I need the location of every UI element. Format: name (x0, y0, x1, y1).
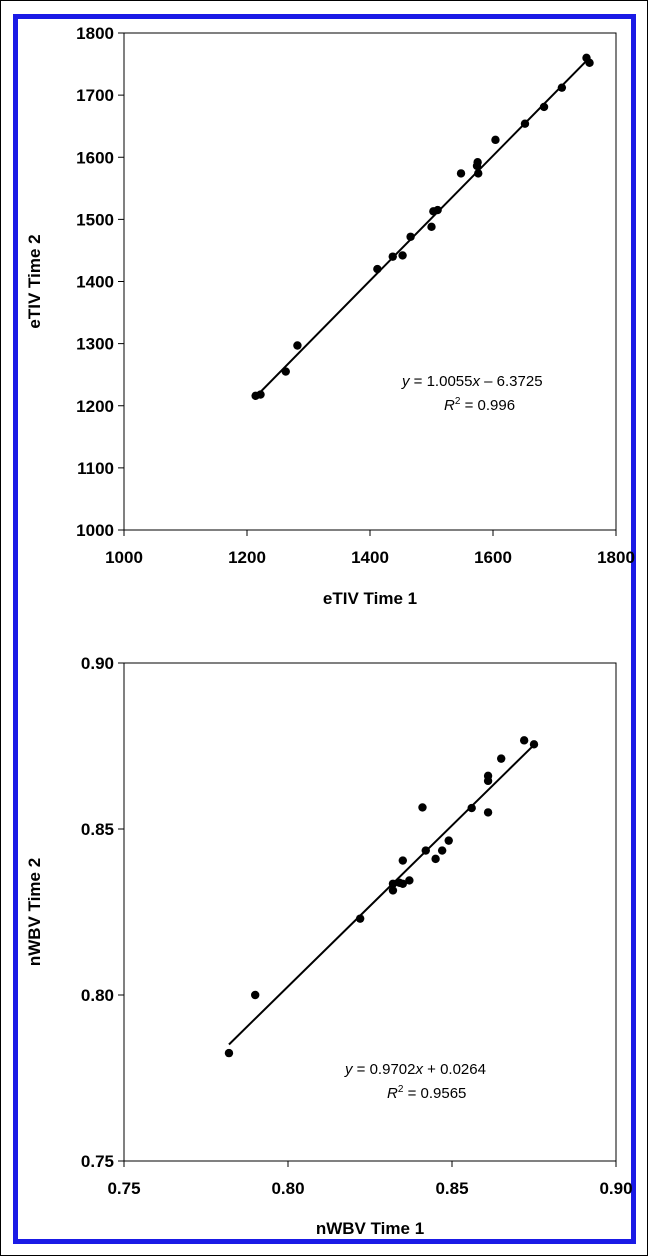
etiv-data-point (474, 169, 483, 178)
etiv-regression-equation: y = 1.0055x – 6.3725 (401, 373, 543, 390)
nwbv-trendline (228, 744, 535, 1046)
etiv-y-tick-label: 1600 (76, 148, 114, 167)
blue-figure-frame (13, 14, 636, 1244)
etiv-data-point (585, 58, 594, 68)
etiv-y-tick-label: 1700 (76, 86, 114, 105)
nwbv-data-point (418, 803, 427, 812)
nwbv-data-point (224, 1048, 234, 1058)
etiv-data-point (281, 367, 290, 376)
etiv-trendline (254, 56, 591, 398)
etiv-x-tick-label: 1400 (351, 548, 389, 567)
etiv-data-point (520, 119, 530, 128)
nwbv-data-point (483, 776, 493, 786)
nwbv-y-axis-title: nWBV Time 2 (25, 858, 44, 966)
etiv-data-point (256, 390, 265, 399)
etiv-x-tick-label: 1200 (228, 548, 266, 567)
etiv-data-point (373, 264, 382, 274)
nwbv-data-point (437, 846, 447, 855)
etiv-x-tick-label: 1800 (597, 548, 635, 567)
etiv-r-squared: R2 = 0.996 (444, 396, 515, 414)
nwbv-y-tick-label: 0.85 (81, 820, 114, 839)
etiv-data-point (456, 169, 466, 178)
nwbv-data-point (431, 854, 440, 864)
nwbv-x-tick-label: 0.90 (599, 1179, 632, 1198)
etiv-y-tick-label: 1800 (76, 24, 114, 43)
etiv-data-point (388, 252, 397, 261)
etiv-y-tick-label: 1300 (76, 335, 114, 354)
nwbv-x-tick-label: 0.75 (107, 1179, 140, 1198)
nwbv-data-point (355, 914, 365, 923)
etiv-data-point (398, 251, 407, 260)
nwbv-x-tick-label: 0.80 (271, 1179, 304, 1198)
nwbv-regression-equation: y = 0.9702x + 0.0264 (344, 1061, 486, 1078)
nwbv-data-point (405, 876, 414, 885)
etiv-data-point (433, 205, 442, 215)
nwbv-r-squared: R2 = 0.9565 (387, 1084, 466, 1102)
nwbv-y-tick-label: 0.90 (81, 654, 114, 673)
etiv-y-tick-label: 1500 (76, 210, 114, 229)
nwbv-data-point (398, 856, 407, 865)
etiv-y-tick-label: 1100 (77, 459, 114, 478)
nwbv-data-point (529, 740, 539, 749)
etiv-data-point (406, 232, 415, 241)
nwbv-data-point (467, 803, 476, 813)
nwbv-y-tick-label: 0.80 (81, 986, 114, 1005)
etiv-data-point (427, 222, 436, 232)
etiv-data-point (557, 83, 567, 92)
etiv-y-tick-label: 1000 (76, 521, 114, 540)
nwbv-data-point (421, 846, 430, 855)
etiv-data-point (293, 341, 302, 350)
etiv-chart: 1000 1100 1200 1300 1400 1500 1600 1700 1800 1000… (25, 24, 635, 608)
etiv-x-tick-label: 1600 (474, 548, 512, 567)
etiv-y-tick-label: 1400 (76, 273, 114, 292)
nwbv-x-axis-title: nWBV Time 1 (316, 1219, 424, 1238)
etiv-x-tick-label: 1000 (105, 548, 143, 567)
nwbv-data-point (519, 736, 529, 745)
nwbv-data-point (444, 836, 453, 845)
nwbv-data-point (388, 879, 398, 888)
etiv-x-axis-title: eTIV Time 1 (323, 589, 417, 608)
etiv-data-point (473, 158, 482, 167)
nwbv-y-tick-label: 0.75 (81, 1152, 114, 1171)
etiv-y-axis-title: eTIV Time 2 (25, 234, 44, 328)
nwbv-chart: 0.75 0.80 0.85 0.90 0.75 0.80 0.85 0.90 nWBV Tim… (25, 654, 633, 1238)
nwbv-data-point (483, 808, 493, 817)
nwbv-plot-area (123, 662, 617, 1162)
nwbv-x-tick-label: 0.85 (435, 1179, 468, 1198)
etiv-data-point (539, 102, 549, 112)
nwbv-data-point (251, 990, 260, 1000)
nwbv-data-point (497, 754, 506, 763)
etiv-data-point (491, 135, 500, 145)
nwbv-data-point (398, 879, 407, 888)
etiv-y-tick-label: 1200 (76, 397, 114, 416)
nwbv-data-point (388, 886, 398, 895)
